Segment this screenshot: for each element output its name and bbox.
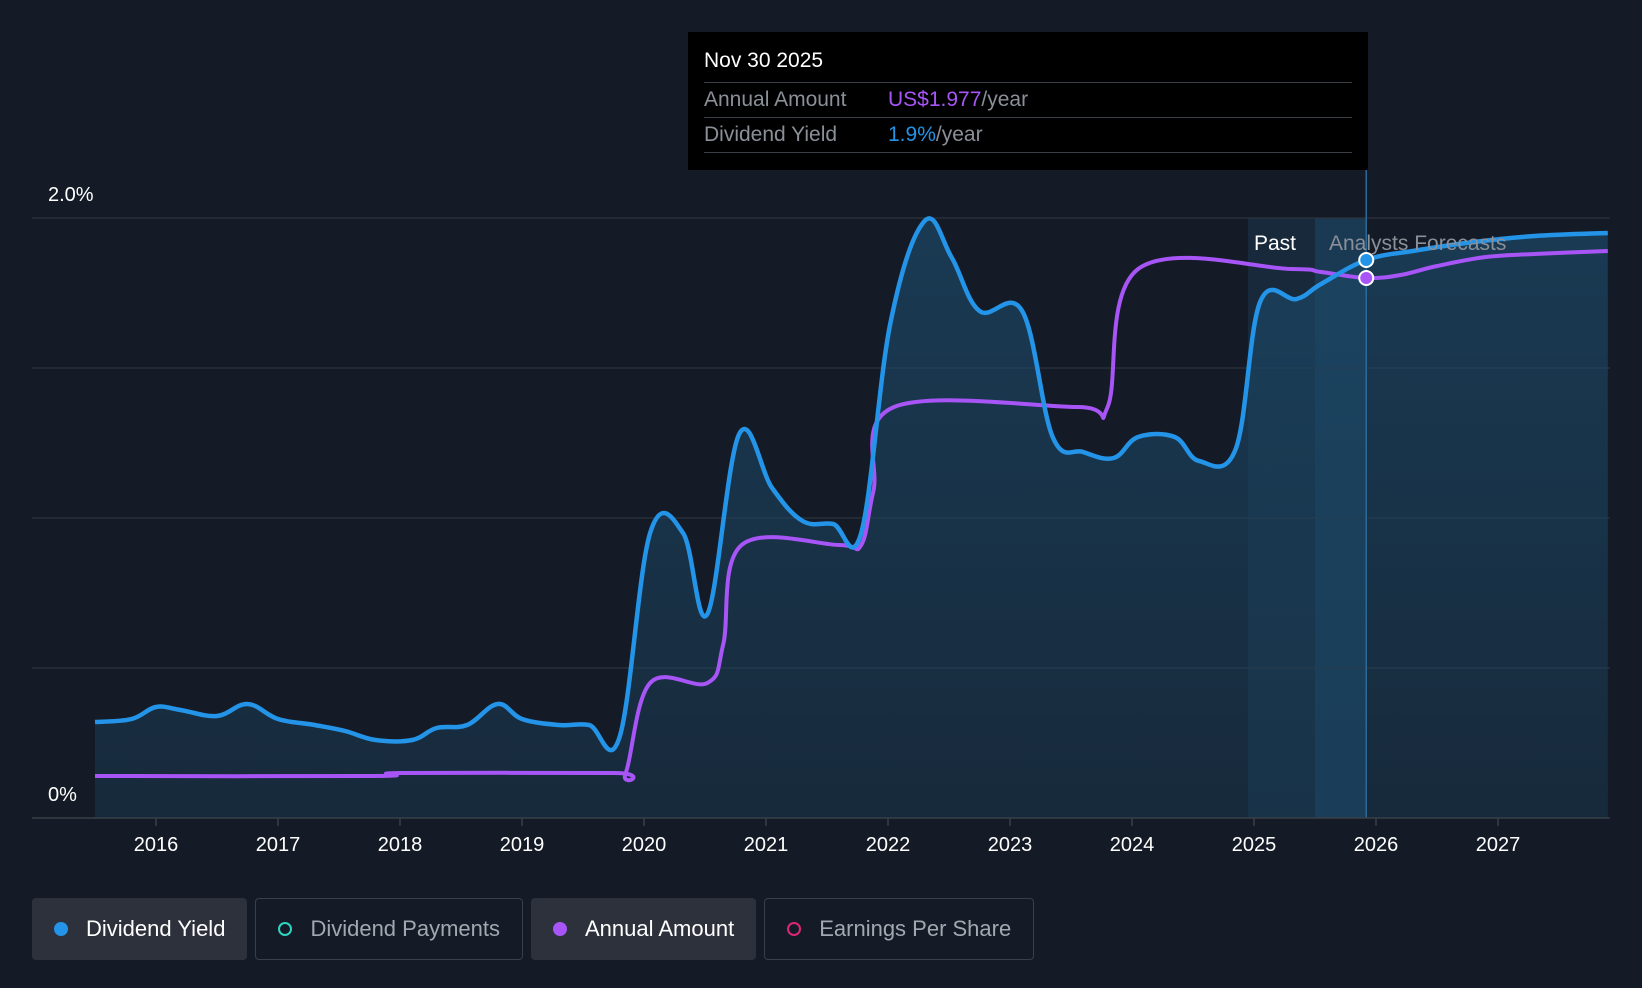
legend-annual-amount-button[interactable]: Annual Amount (530, 898, 757, 960)
tooltip-date: Nov 30 2025 (704, 46, 1352, 83)
tooltip-row-annual-amount: Annual Amount US$1.977 /year (704, 83, 1352, 118)
x-tick-label: 2022 (866, 834, 911, 856)
x-axis-ticks: 2016 2017 2018 2019 2020 2021 2022 2023 2024 2025… (134, 818, 1521, 856)
forecast-label: Analysts Forecasts (1329, 232, 1506, 255)
legend-label: Dividend Yield (86, 916, 226, 941)
tooltip-row-dividend-yield: Dividend Yield 1.9% /year (704, 118, 1352, 153)
dividend-yield-marker (1358, 252, 1375, 268)
x-tick-label: 2020 (622, 834, 667, 856)
legend: Dividend Yield Dividend Payments Annual … (32, 898, 1035, 960)
x-tick-label: 2019 (500, 834, 545, 856)
tooltip-value: 1.9% (888, 123, 936, 146)
legend-label: Earnings Per Share (819, 916, 1012, 941)
dividend-yield-area (95, 218, 1608, 818)
x-tick-label: 2025 (1232, 834, 1277, 856)
legend-dividend-payments-button[interactable]: Dividend Payments (255, 898, 523, 960)
legend-dot-icon (54, 922, 68, 936)
legend-dividend-yield-button[interactable]: Dividend Yield (32, 898, 248, 960)
annual-amount-marker (1358, 270, 1375, 286)
x-tick-label: 2016 (134, 834, 179, 856)
tooltip-value: US$1.977 (888, 88, 982, 111)
legend-dot-icon (552, 922, 567, 936)
tooltip-label: Annual Amount (704, 88, 847, 111)
y-label-top: 2.0% (48, 184, 94, 206)
dividend-yield-line (94, 216, 1608, 753)
y-label-bottom: 0% (48, 784, 77, 806)
tooltip-unit: /year (981, 88, 1029, 111)
x-tick-label: 2018 (378, 834, 423, 856)
annual-amount-line (94, 249, 1608, 783)
legend-earnings-per-share-button[interactable]: Earnings Per Share (764, 898, 1035, 960)
tooltip-unit: /year (935, 123, 983, 146)
legend-dot-icon (278, 922, 293, 936)
x-tick-label: 2027 (1476, 834, 1521, 856)
x-tick-label: 2023 (988, 834, 1033, 856)
tooltip-label: Dividend Yield (704, 123, 838, 146)
x-tick-label: 2021 (744, 834, 789, 856)
x-tick-label: 2024 (1110, 834, 1155, 856)
legend-label: Dividend Payments (310, 916, 500, 941)
x-tick-label: 2026 (1354, 834, 1399, 856)
past-label: Past (1254, 232, 1296, 255)
tooltip: Nov 30 2025 Annual Amount US$1.977 /year… (688, 32, 1368, 170)
legend-dot-icon (787, 922, 802, 936)
x-tick-label: 2017 (256, 834, 301, 856)
legend-label: Annual Amount (584, 916, 735, 941)
